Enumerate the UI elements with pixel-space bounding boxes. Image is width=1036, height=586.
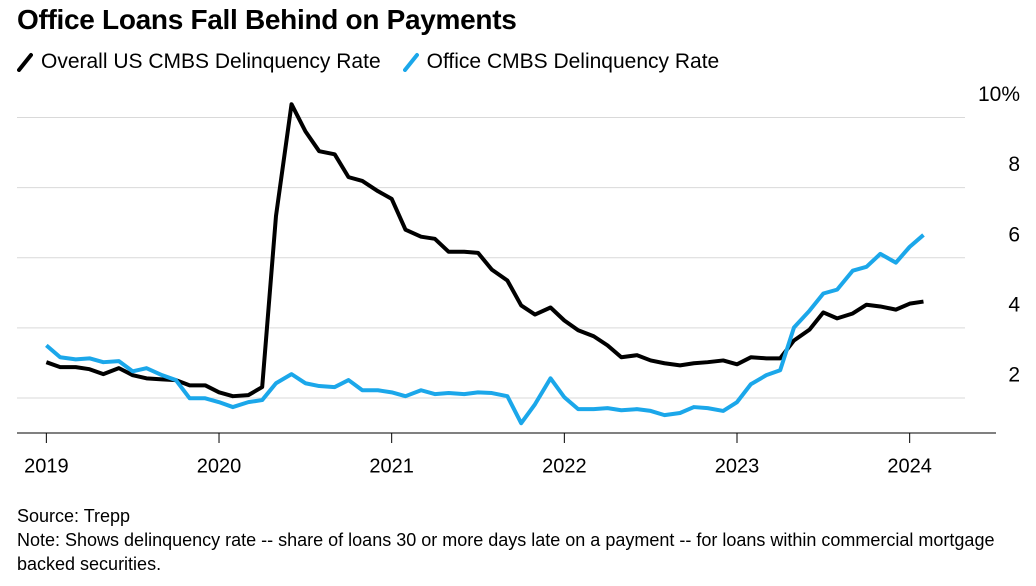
- x-tick-label: 2023: [715, 455, 760, 477]
- y-tick-label: 8: [1008, 153, 1020, 176]
- footer: Source: Trepp Note: Shows delinquency ra…: [17, 504, 997, 576]
- y-tick-label: 2: [1008, 363, 1020, 386]
- x-tick-label: 2024: [887, 455, 932, 477]
- series-line: [45, 102, 924, 399]
- x-tick-label: 2022: [542, 455, 587, 477]
- y-tick-label: 6: [1008, 223, 1020, 246]
- series-line: [45, 233, 925, 426]
- legend-item: Office CMBS Delinquency Rate: [402, 50, 720, 74]
- x-tick-label: 2019: [24, 455, 69, 477]
- y-tick-label: 4: [1008, 293, 1020, 316]
- legend-item: Overall US CMBS Delinquency Rate: [17, 50, 381, 74]
- legend-label: Overall US CMBS Delinquency Rate: [41, 50, 381, 73]
- source: Source: Trepp: [17, 506, 131, 526]
- y-tick-label: 10%: [978, 83, 1020, 106]
- legend-icon: [402, 53, 419, 72]
- legend: Overall US CMBS Delinquency Rate Office C…: [17, 50, 719, 74]
- legend-label: Office CMBS Delinquency Rate: [426, 50, 720, 73]
- legend-icon: [17, 53, 33, 72]
- note: Note: Shows delinquency rate -- share of…: [17, 530, 995, 574]
- chart-title: Office Loans Fall Behind on Payments: [17, 4, 517, 35]
- x-tick-label: 2021: [369, 455, 414, 477]
- legend-swatch: [402, 53, 419, 72]
- x-tick-label: 2020: [197, 455, 242, 477]
- legend-swatch: [17, 53, 33, 72]
